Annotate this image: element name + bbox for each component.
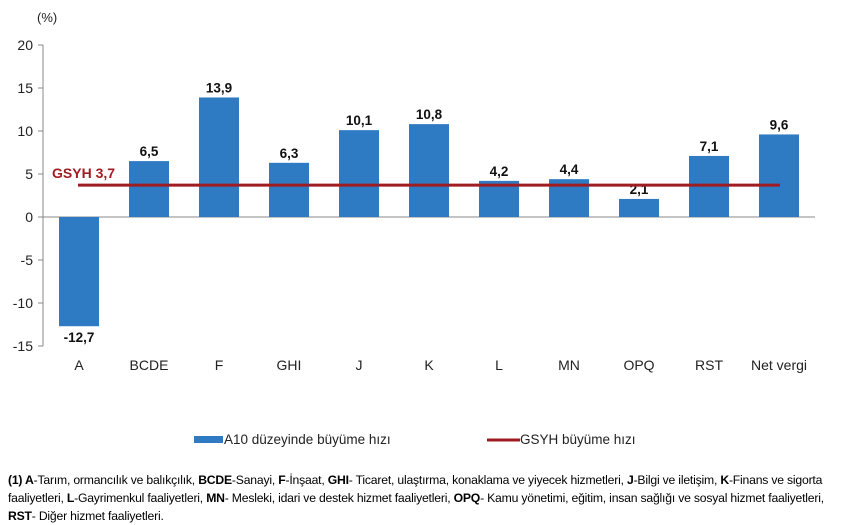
bar-j (339, 130, 379, 217)
data-label: -12,7 (64, 330, 95, 345)
bar-bcde (129, 161, 169, 217)
data-label: 9,6 (770, 117, 789, 132)
footnote-segment: -İnşaat, (285, 473, 328, 487)
y-tick-label: -5 (21, 252, 34, 268)
bar-f (199, 97, 239, 217)
footnote-segment: -Gayrimenkul faaliyetleri, (74, 491, 207, 505)
y-tick-label: 0 (25, 209, 33, 225)
footnote-segment: F (278, 473, 286, 487)
x-tick-label: F (215, 357, 224, 373)
data-label: 13,9 (206, 80, 232, 95)
footnote-segment: OPQ (453, 491, 481, 505)
legend-line-label: GSYH büyüme hızı (520, 432, 636, 447)
footnote: (1) A-Tarım, ormancılık ve balıkçılık, B… (8, 471, 848, 525)
x-tick-label: RST (695, 357, 723, 373)
bar-opq (619, 198, 659, 217)
y-tick-label: -10 (13, 295, 33, 311)
footnote-segment: GHI (327, 473, 349, 487)
x-tick-label: OPQ (623, 357, 654, 373)
footnote-segment: J (627, 473, 634, 487)
footnote-segment: - Diğer hizmet faaliyetleri. (31, 509, 164, 523)
bar-k (409, 124, 449, 217)
data-label: 4,2 (490, 164, 509, 179)
x-tick-label: MN (558, 357, 580, 373)
x-tick-label: BCDE (130, 357, 169, 373)
footnote-segment: L (66, 491, 75, 505)
footnote-segment: -Bilgi ve iletişim, (633, 473, 721, 487)
legend-bar-label: A10 düzeyinde büyüme hızı (224, 432, 391, 447)
data-label: 7,1 (700, 139, 719, 154)
footnote-segment: A (25, 473, 34, 487)
x-tick-label: L (495, 357, 503, 373)
footnote-segment: -Finans ve sigorta faaliyetleri, (8, 473, 823, 505)
footnote-segment: -Sanayi, (231, 473, 279, 487)
data-label: 6,5 (140, 144, 159, 159)
footnote-segment: K (720, 473, 729, 487)
y-tick-label: 15 (17, 80, 33, 96)
x-tick-label: Net vergi (751, 357, 807, 373)
x-tick-label: A (74, 357, 84, 373)
bar-ghi (269, 162, 309, 217)
bar-a (59, 217, 99, 327)
data-label: 4,4 (560, 162, 579, 177)
legend-bar-swatch (194, 436, 223, 443)
data-label: 10,1 (346, 113, 373, 128)
y-tick-label: 20 (17, 37, 33, 53)
footnote-segment: MN (206, 491, 225, 505)
footnote-segment: BCDE (198, 473, 232, 487)
data-label: 10,8 (416, 107, 443, 122)
gsyh-line-label: GSYH 3,7 (52, 165, 115, 181)
y-tick-label: 10 (17, 123, 33, 139)
footnote-segment: - Ticaret, ulaştırma, konaklama ve yiyec… (348, 473, 627, 487)
footnote-segment: -Tarım, ormancılık ve balıkçılık, (33, 473, 199, 487)
x-tick-label: J (356, 357, 363, 373)
bar-net-vergi (759, 134, 799, 217)
footnote-segment: RST (8, 509, 32, 523)
footnote-segment: - Mesleki, idari ve destek hizmet faaliy… (224, 491, 454, 505)
data-label: 6,3 (280, 146, 299, 161)
footnote-segment: - Kamu yönetimi, eğitim, insan sağlığı v… (480, 491, 824, 505)
bar-l (479, 180, 519, 217)
y-tick-label: 5 (25, 166, 33, 182)
x-tick-label: K (424, 357, 434, 373)
y-tick-label: -15 (13, 338, 33, 354)
y-axis-label: (%) (37, 10, 57, 25)
x-tick-label: GHI (277, 357, 302, 373)
footnote-segment: (1) (8, 473, 26, 487)
bar-chart: (%) -15 -10 -5 0 5 10 15 20 -12,7 A 6,5 BCDE 13,9 F 6,3… (13, 10, 815, 447)
